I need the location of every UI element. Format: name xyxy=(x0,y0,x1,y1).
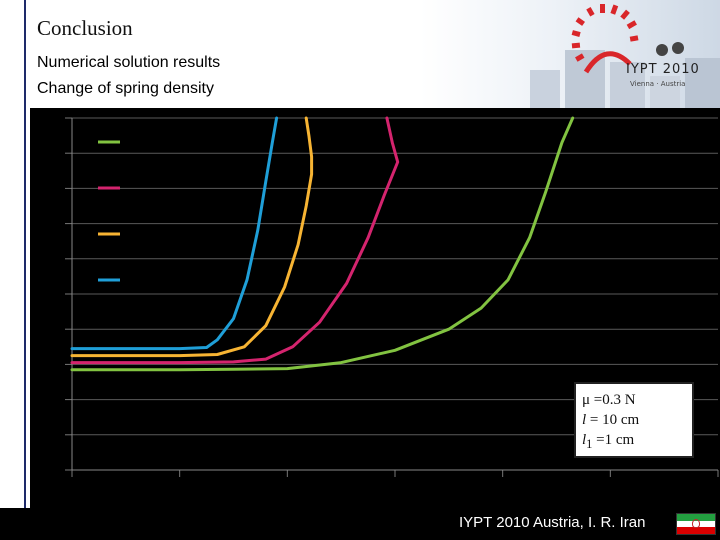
iran-flag-icon xyxy=(676,513,716,535)
param-mu: μ =0.3 N xyxy=(582,390,692,410)
footer-bar xyxy=(0,508,720,540)
series-line-blue xyxy=(70,116,279,351)
logo-text: IYPT 2010 xyxy=(626,62,700,77)
param-length: l = 10 cm xyxy=(582,410,692,430)
footer-text: IYPT 2010 Austria, I. R. Iran xyxy=(459,514,646,531)
line-chart xyxy=(65,116,719,477)
slide-subtitle-line1: Numerical solution results xyxy=(37,54,221,71)
mu-value: =0.3 N xyxy=(590,392,636,408)
param-l1: l1 =1 cm xyxy=(582,430,692,454)
iypt-sun-logo-icon xyxy=(571,4,684,74)
parameter-box: μ =0.3 N l = 10 cm l1 =1 cm xyxy=(574,382,694,458)
l1-subscript: 1 xyxy=(586,437,593,451)
l-value: = 10 cm xyxy=(586,412,640,428)
series-line-magenta xyxy=(70,116,400,365)
l1-value: =1 cm xyxy=(592,432,635,448)
left-accent-rule xyxy=(24,0,26,540)
mu-symbol: μ xyxy=(582,392,591,408)
slide-subtitle-line2: Change of spring density xyxy=(37,80,214,97)
l-symbol: l xyxy=(582,412,587,428)
series-line-green xyxy=(70,116,575,372)
slide-title: Conclusion xyxy=(37,16,133,40)
logo-subtext: Vienna · Austria xyxy=(630,80,686,88)
l1-symbol: l xyxy=(582,432,587,448)
series-line-orange xyxy=(70,116,314,358)
